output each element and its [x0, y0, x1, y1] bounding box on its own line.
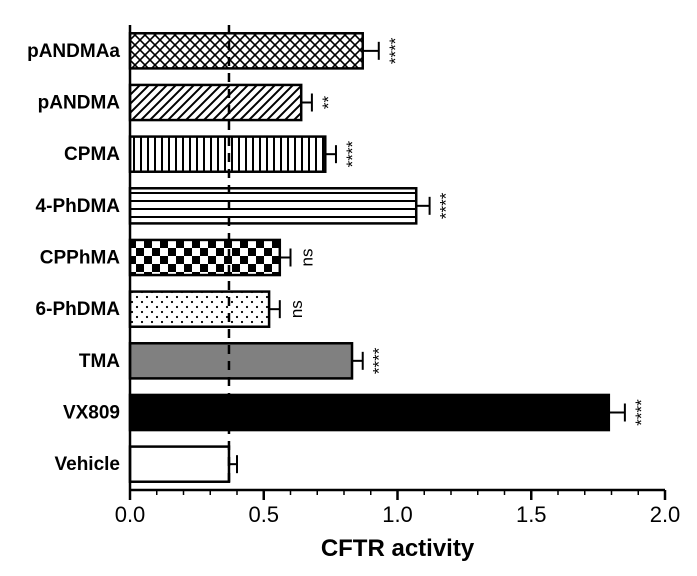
category-label: 6-PhDMA — [36, 299, 121, 320]
category-label: pANDMAa — [27, 41, 120, 62]
x-axis-label: CFTR activity — [321, 535, 475, 562]
category-label: 4-PhDMA — [36, 196, 121, 217]
x-tick-label: 1.5 — [516, 502, 547, 527]
bar-cpma — [130, 137, 325, 172]
chart-svg: 0.0 0.5 1.0 1.5 2.0 Vehicle VX809 TMA 6-PhDMA CP… — [0, 0, 697, 576]
bar-vx809 — [130, 395, 609, 430]
significance-label: ns — [298, 249, 317, 267]
significance-label: **** — [632, 399, 651, 426]
x-tick-label: 0.0 — [115, 502, 146, 527]
category-label: CPPhMA — [40, 248, 121, 269]
category-label: CPMA — [64, 144, 120, 165]
category-label: pANDMA — [38, 93, 121, 114]
significance-label: ns — [287, 300, 306, 318]
category-label: Vehicle — [55, 454, 121, 475]
bar-tma — [130, 343, 352, 378]
bars-group — [130, 33, 609, 481]
x-tick-label: 2.0 — [650, 502, 681, 527]
significance-label: **** — [386, 37, 405, 64]
significance-label: **** — [370, 347, 389, 374]
bar-pandmaa — [130, 33, 363, 68]
category-label: VX809 — [63, 403, 120, 424]
bar-pandma — [130, 85, 301, 120]
significance-label: **** — [343, 141, 362, 168]
significance-label: ** — [319, 96, 338, 110]
bar-vehicle — [130, 447, 229, 482]
bar-cpphma — [130, 240, 280, 275]
x-tick-label: 0.5 — [248, 502, 279, 527]
bar-4-phdma — [130, 188, 416, 223]
significance-label: **** — [437, 192, 456, 219]
x-tick-label: 1.0 — [382, 502, 413, 527]
category-label: TMA — [79, 351, 120, 372]
bar-6-phdma — [130, 292, 269, 327]
cftr-activity-chart: 0.0 0.5 1.0 1.5 2.0 Vehicle VX809 TMA 6-PhDMA CP… — [0, 0, 697, 576]
category-labels-group: Vehicle VX809 TMA 6-PhDMA CPPhMA 4-PhDMA CPMA p… — [27, 41, 120, 475]
